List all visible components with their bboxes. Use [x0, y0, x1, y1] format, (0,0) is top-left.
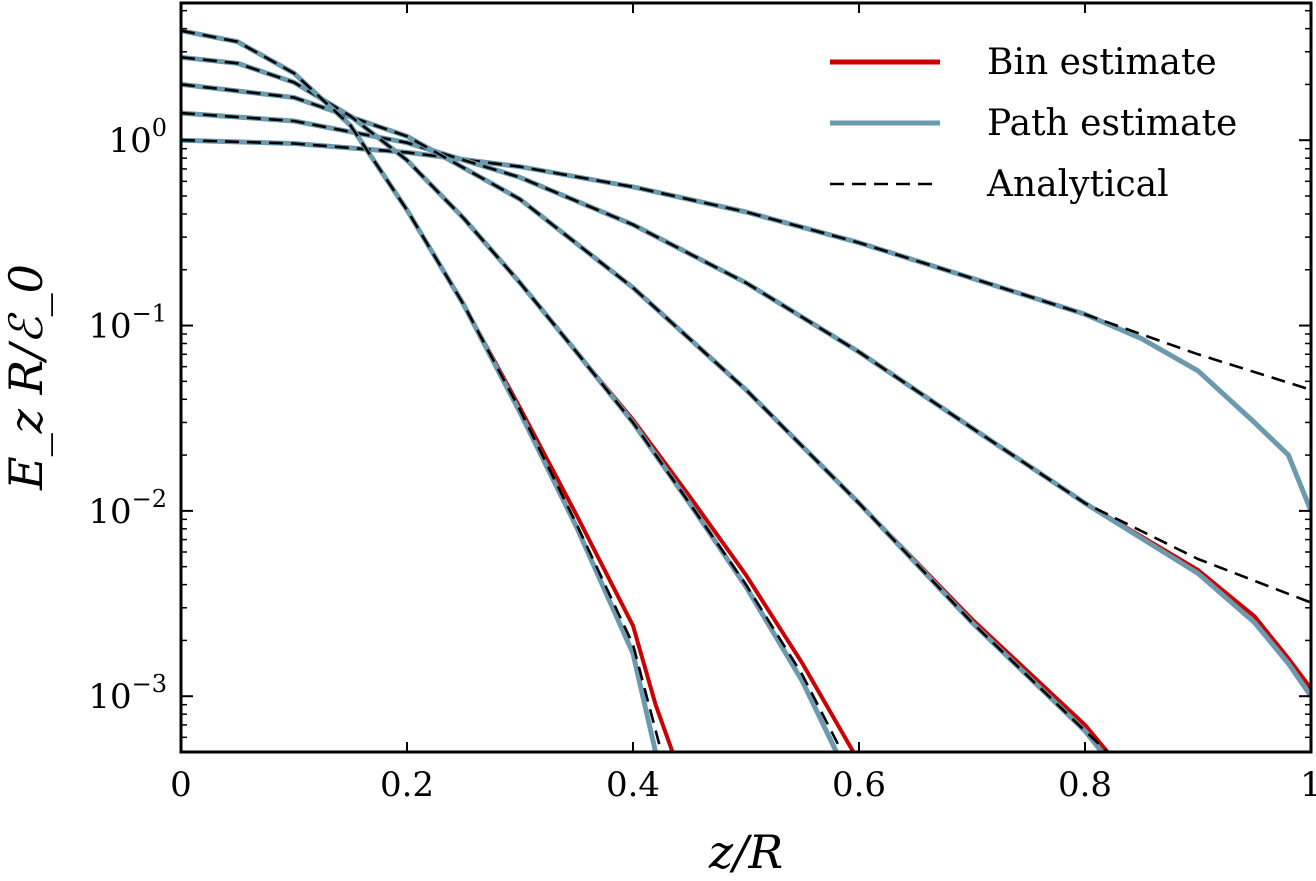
x-tick-label: 0.8: [1058, 765, 1112, 805]
y-tick-label: 10−2: [88, 485, 167, 532]
x-tick-label: 0.4: [606, 765, 660, 805]
path-curve-4: [181, 54, 839, 752]
bin-curve-5: [181, 28, 675, 752]
analytical-curve-3: [181, 83, 1109, 752]
analytical-curve-2: [181, 111, 1311, 604]
x-axis-label: z/R: [708, 825, 783, 879]
plot-area: [181, 28, 1311, 752]
x-tick-label: 0: [170, 765, 192, 805]
y-tick-label: 10−1: [88, 300, 167, 347]
y-axis: 10−3 10−2 10−1 100: [88, 9, 1311, 753]
y-tick-label: 100: [108, 114, 167, 161]
legend-label: Bin estimate: [987, 42, 1217, 83]
y-axis-label: E_z R/ℰ_0: [0, 264, 53, 491]
x-axis: 0 0.2 0.4 0.6 0.8 1: [170, 3, 1316, 805]
x-tick-label: 0.2: [380, 765, 434, 805]
analytical-curve-5: [181, 29, 663, 752]
plot-frame: [179, 1, 1313, 754]
bin-curve-3: [181, 82, 1110, 752]
legend-label: Path estimate: [987, 103, 1237, 144]
path-curve-5: [181, 28, 659, 752]
legend: Bin estimate Path estimate Analytical: [830, 42, 1237, 205]
x-tick-label: 1: [1300, 765, 1316, 805]
y-tick-label: 10−3: [88, 670, 167, 717]
analytical-curve-4: [181, 56, 844, 752]
x-tick-label: 0.6: [832, 765, 886, 805]
legend-label: Analytical: [986, 164, 1169, 205]
